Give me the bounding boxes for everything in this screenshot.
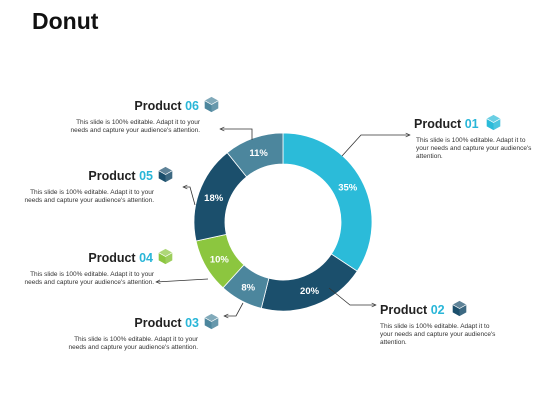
product-06-description: This slide is 100% editable. Adapt it to… bbox=[70, 119, 200, 134]
connector-product-03 bbox=[224, 302, 244, 316]
product-04-block: Product 04 This slide is 100% editable. … bbox=[14, 248, 174, 287]
cube-icon bbox=[204, 313, 219, 330]
cube-icon bbox=[158, 166, 173, 183]
donut-label-3: 8% bbox=[241, 282, 255, 293]
product-03-block: Product 03 This slide is 100% editable. … bbox=[58, 313, 220, 352]
page-title: Donut bbox=[32, 8, 99, 34]
donut-segment-6 bbox=[226, 132, 284, 178]
donut-segment-1 bbox=[282, 132, 373, 272]
donut-label-4: 10% bbox=[210, 254, 230, 265]
donut-segments bbox=[193, 132, 373, 312]
product-04-heading: Product 04 bbox=[14, 248, 174, 265]
product-04-description: This slide is 100% editable. Adapt it to… bbox=[24, 271, 154, 286]
connector-arrows bbox=[156, 129, 410, 316]
donut-label-6: 11% bbox=[249, 148, 268, 159]
cube-icon bbox=[486, 114, 501, 131]
product-05-block: Product 05 This slide is 100% editable. … bbox=[14, 166, 174, 205]
product-03-description: This slide is 100% editable. Adapt it to… bbox=[68, 336, 198, 351]
product-02-description: This slide is 100% editable. Adapt it to… bbox=[380, 323, 496, 346]
connector-product-01 bbox=[341, 135, 410, 157]
connector-product-06 bbox=[220, 129, 253, 140]
donut-label-1: 35% bbox=[338, 183, 358, 194]
donut-segment-2 bbox=[260, 253, 358, 312]
product-02-block: Product 02 This slide is 100% editable. … bbox=[380, 300, 540, 347]
product-06-heading: Product 06 bbox=[60, 96, 220, 113]
cube-icon bbox=[158, 248, 173, 265]
product-05-heading: Product 05 bbox=[14, 166, 174, 183]
product-01-heading: Product 01 bbox=[414, 114, 554, 131]
product-03-heading: Product 03 bbox=[58, 313, 220, 330]
cube-icon bbox=[204, 96, 219, 113]
product-02-heading: Product 02 bbox=[380, 300, 540, 317]
cube-icon bbox=[452, 300, 467, 317]
product-06-block: Product 06 This slide is 100% editable. … bbox=[60, 96, 220, 135]
product-01-block: Product 01 This slide is 100% editable. … bbox=[414, 114, 554, 161]
product-05-description: This slide is 100% editable. Adapt it to… bbox=[24, 189, 154, 204]
donut-label-5: 18% bbox=[204, 193, 224, 204]
donut-labels: 35% 20% 8% 10% 18% 11% bbox=[204, 148, 358, 297]
connector-product-02 bbox=[328, 287, 376, 305]
connector-product-05 bbox=[183, 187, 196, 206]
connector-product-04 bbox=[156, 278, 209, 282]
donut-label-2: 20% bbox=[300, 286, 320, 297]
product-01-description: This slide is 100% editable. Adapt it to… bbox=[416, 137, 532, 160]
